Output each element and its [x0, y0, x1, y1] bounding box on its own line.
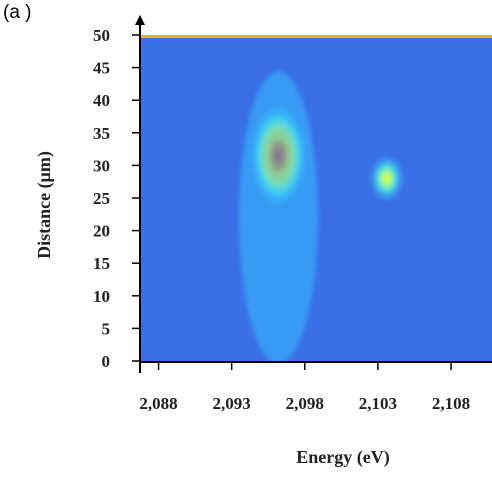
y-tick-label: 30 [93, 156, 110, 175]
y-tick-label: 35 [93, 124, 110, 143]
y-tick-label: 45 [93, 59, 110, 78]
x-tick-label: 2,103 [359, 394, 397, 413]
y-axis-label: Distance (µm) [34, 151, 55, 259]
heatmap-hotspot [238, 71, 318, 361]
x-tick-label: 2,108 [432, 394, 470, 413]
y-tick-label: 5 [102, 319, 111, 338]
y-axis-arrow [135, 15, 145, 25]
y-tick-label: 25 [93, 189, 110, 208]
y-tick-label: 50 [93, 26, 110, 45]
top-band [141, 35, 492, 38]
x-tick-label: 2,098 [286, 394, 324, 413]
y-tick-label: 20 [93, 222, 110, 241]
plot-area [141, 35, 492, 361]
axes [135, 15, 492, 373]
x-tick-label: 2,088 [139, 394, 177, 413]
ticks: 0 5 10 15 20 25 30 35 40 45 50 2,088 2,093 2,098 2,103… [93, 26, 470, 413]
y-tick-label: 40 [93, 91, 110, 110]
panel-label: (a ) [3, 2, 32, 23]
heatmap-hotspot [371, 157, 403, 200]
x-axis-label: Energy (eV) [296, 447, 389, 468]
y-tick-label: 0 [102, 352, 111, 371]
y-tick-label: 15 [93, 254, 110, 273]
y-tick-label: 10 [93, 287, 110, 306]
x-tick-label: 2,093 [213, 394, 251, 413]
